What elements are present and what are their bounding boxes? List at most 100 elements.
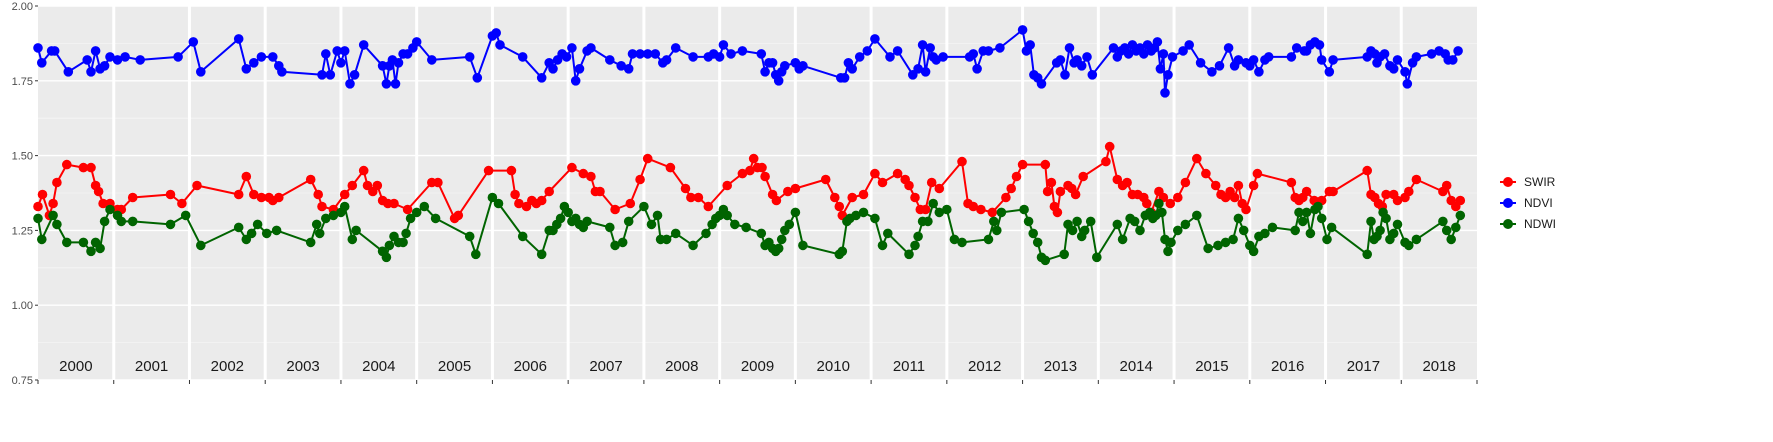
data-point-ndwi [1228, 234, 1238, 245]
data-point-swir [892, 168, 903, 179]
data-point-ndvi [1328, 55, 1338, 65]
data-point-ndwi [1298, 216, 1308, 227]
data-point-swir [737, 168, 748, 179]
data-point-ndvi [49, 46, 60, 56]
data-point-ndvi [411, 37, 422, 47]
year-label: 2015 [1195, 358, 1228, 375]
data-point-ndvi [605, 55, 615, 65]
data-point-ndwi [261, 228, 272, 239]
data-point-ndwi [347, 234, 358, 245]
year-label: 2017 [1347, 358, 1380, 375]
data-point-ndvi [37, 58, 47, 68]
data-point-ndwi [1092, 252, 1102, 263]
data-point-swir [1046, 177, 1057, 188]
data-point-swir [790, 183, 801, 194]
data-point-ndvi [972, 64, 982, 74]
data-point-ndvi [1426, 49, 1437, 59]
year-label: 2013 [1044, 358, 1077, 375]
data-point-ndvi [925, 43, 935, 53]
data-point-ndwi [1404, 240, 1414, 251]
data-point-ndvi [760, 67, 770, 77]
data-point-swir [757, 162, 767, 173]
data-point-ndwi [37, 234, 47, 245]
data-point-ndvi [1076, 61, 1087, 71]
data-point-ndvi [256, 52, 267, 62]
data-point-ndwi [314, 228, 325, 239]
data-point-swir [347, 180, 358, 191]
data-point-swir [693, 192, 704, 203]
data-point-ndvi [491, 28, 502, 38]
data-point-ndvi [586, 43, 596, 53]
data-point-swir [1011, 171, 1022, 182]
data-point-ndwi [351, 225, 361, 236]
data-point-ndvi [1167, 52, 1178, 62]
data-point-ndvi [767, 58, 778, 68]
data-point-ndvi [642, 49, 653, 59]
data-point-ndvi [1223, 43, 1234, 53]
y-tick-label: 1.50 [12, 151, 33, 163]
data-point-ndwi [776, 234, 787, 245]
data-point-ndvi [1108, 43, 1119, 53]
data-point-swir [1192, 153, 1202, 164]
data-point-swir [510, 189, 520, 200]
data-point-swir [544, 186, 554, 197]
data-point-swir [1455, 195, 1466, 206]
data-point-swir [317, 201, 327, 212]
data-point-ndwi [1455, 210, 1466, 221]
data-point-swir [1248, 180, 1259, 191]
data-point-swir [1122, 177, 1132, 188]
data-point-ndvi [105, 52, 115, 62]
data-point-ndvi [1055, 55, 1066, 65]
data-point-swir [1411, 174, 1422, 185]
legend-label: NDWI [1524, 217, 1556, 231]
data-point-swir [1201, 168, 1211, 179]
data-point-swir [256, 192, 267, 203]
data-point-ndvi [1152, 37, 1163, 47]
data-point-ndwi [688, 240, 698, 251]
data-point-ndvi [63, 67, 74, 77]
data-point-ndvi [635, 49, 645, 59]
data-point-ndvi [1286, 52, 1297, 62]
data-point-ndwi [328, 210, 339, 221]
data-point-ndvi [862, 46, 873, 56]
data-point-ndwi [1238, 225, 1249, 236]
data-point-swir [1055, 186, 1066, 197]
data-point-swir [402, 204, 413, 215]
data-point-ndvi [1082, 52, 1092, 62]
data-point-swir [1180, 177, 1191, 188]
data-point-swir [127, 192, 138, 203]
data-point-ndvi [567, 43, 577, 53]
data-point-ndwi [928, 198, 938, 209]
data-point-swir [1042, 186, 1053, 197]
data-point-swir [665, 162, 676, 173]
data-point-swir [1040, 159, 1051, 170]
data-point-ndvi [349, 70, 360, 80]
data-point-ndvi [1314, 40, 1325, 50]
data-point-swir [1441, 180, 1452, 191]
data-point-ndvi [1163, 70, 1173, 80]
data-point-ndvi [233, 34, 244, 44]
data-point-swir [934, 183, 945, 194]
data-point-ndvi [99, 61, 110, 71]
data-point-ndvi [390, 79, 401, 89]
data-point-ndvi [1064, 43, 1075, 53]
data-point-swir [1017, 159, 1028, 170]
data-point-ndvi [536, 73, 547, 83]
data-point-ndwi [1032, 237, 1043, 248]
data-point-swir [339, 189, 350, 200]
data-point-swir [595, 186, 605, 197]
data-point-ndwi [1248, 246, 1259, 257]
data-point-swir [976, 204, 986, 215]
data-point-ndwi [910, 240, 920, 251]
legend-item-ndvi: NDVI [1500, 196, 1553, 210]
data-point-ndvi [196, 67, 206, 77]
data-point-swir [62, 159, 72, 170]
data-point-swir [78, 162, 89, 173]
data-point-ndwi [1173, 225, 1183, 236]
data-point-ndvi [561, 52, 572, 62]
data-point-ndvi [120, 52, 130, 62]
data-point-ndvi [1254, 67, 1264, 77]
data-point-ndvi [995, 43, 1005, 53]
data-point-ndvi [277, 67, 287, 77]
